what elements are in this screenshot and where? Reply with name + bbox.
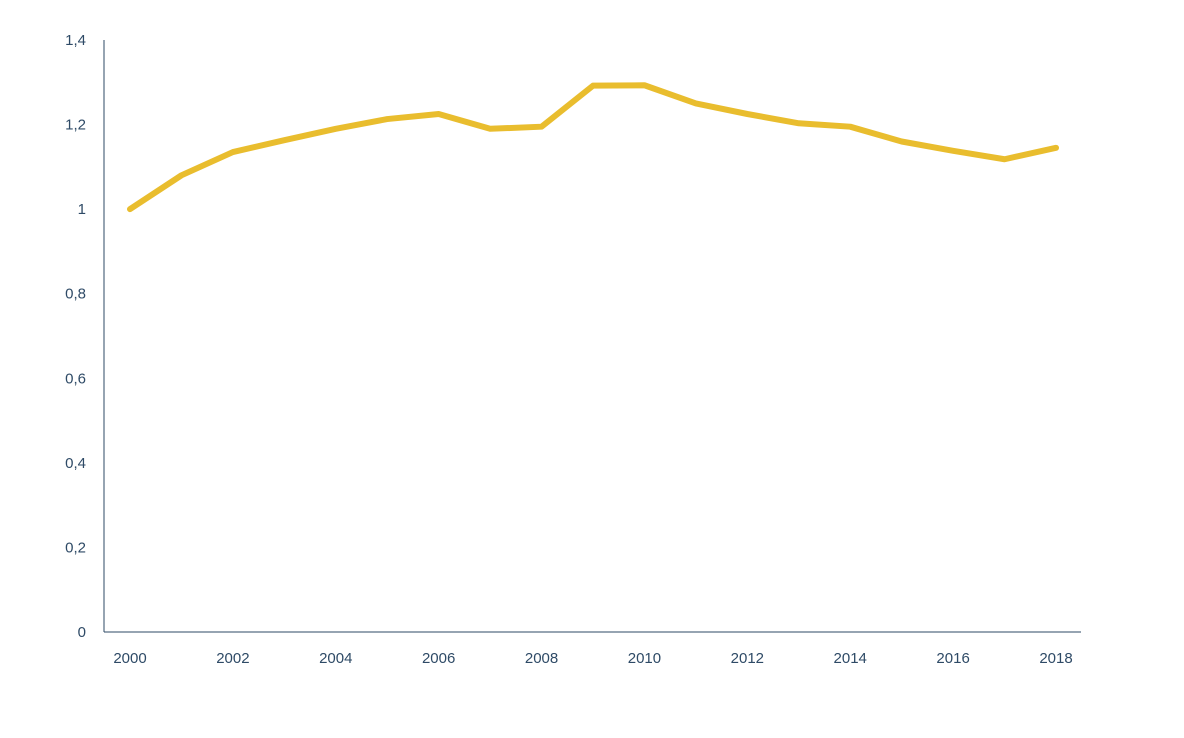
y-tick-label: 1,2 — [65, 117, 86, 134]
x-tick-label: 2012 — [731, 650, 764, 667]
x-tick-label: 2018 — [1039, 650, 1072, 667]
x-tick-label: 2014 — [834, 650, 867, 667]
series-group — [127, 82, 1059, 213]
y-tick-label: 0,6 — [65, 370, 86, 387]
y-tick-label: 1,4 — [65, 32, 86, 49]
x-axis-tick-labels: 2000 2002 2004 2006 2008 2010 2012 2014 2016 2018 — [113, 650, 1072, 667]
x-tick-label: 2016 — [936, 650, 969, 667]
y-tick-label: 0,8 — [65, 286, 86, 303]
x-tick-label: 2008 — [525, 650, 558, 667]
y-tick-label: 0,4 — [65, 455, 86, 472]
x-tick-label: 2006 — [422, 650, 455, 667]
x-tick-label: 2002 — [216, 650, 249, 667]
y-axis-tick-labels: 0 0,2 0,4 0,6 0,8 1 1,2 1,4 — [65, 32, 86, 641]
x-tick-label: 2010 — [628, 650, 661, 667]
series-line — [127, 82, 1059, 213]
y-tick-label: 0 — [78, 624, 86, 641]
x-tick-label: 2004 — [319, 650, 352, 667]
y-tick-label: 1 — [78, 201, 86, 218]
y-tick-label: 0,2 — [65, 539, 86, 556]
x-tick-label: 2000 — [113, 650, 146, 667]
